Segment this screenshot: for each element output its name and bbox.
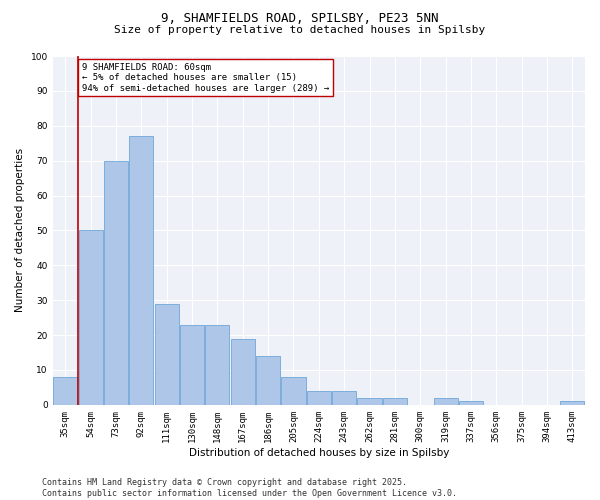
Text: 9 SHAMFIELDS ROAD: 60sqm
← 5% of detached houses are smaller (15)
94% of semi-de: 9 SHAMFIELDS ROAD: 60sqm ← 5% of detache… [82,63,329,93]
Bar [53,377,77,405]
Y-axis label: Number of detached properties: Number of detached properties [15,148,25,312]
Bar [434,398,458,405]
Bar [332,391,356,405]
X-axis label: Distribution of detached houses by size in Spilsby: Distribution of detached houses by size … [188,448,449,458]
Text: 9, SHAMFIELDS ROAD, SPILSBY, PE23 5NN: 9, SHAMFIELDS ROAD, SPILSBY, PE23 5NN [161,12,439,26]
Bar [256,356,280,405]
Bar [104,160,128,405]
Bar [205,324,229,405]
Bar [281,377,305,405]
Bar [307,391,331,405]
Text: Size of property relative to detached houses in Spilsby: Size of property relative to detached ho… [115,25,485,35]
Bar [79,230,103,405]
Bar [358,398,382,405]
Bar [231,338,255,405]
Bar [383,398,407,405]
Text: Contains HM Land Registry data © Crown copyright and database right 2025.
Contai: Contains HM Land Registry data © Crown c… [42,478,457,498]
Bar [130,136,154,405]
Bar [155,304,179,405]
Bar [459,402,483,405]
Bar [180,324,204,405]
Bar [560,402,584,405]
